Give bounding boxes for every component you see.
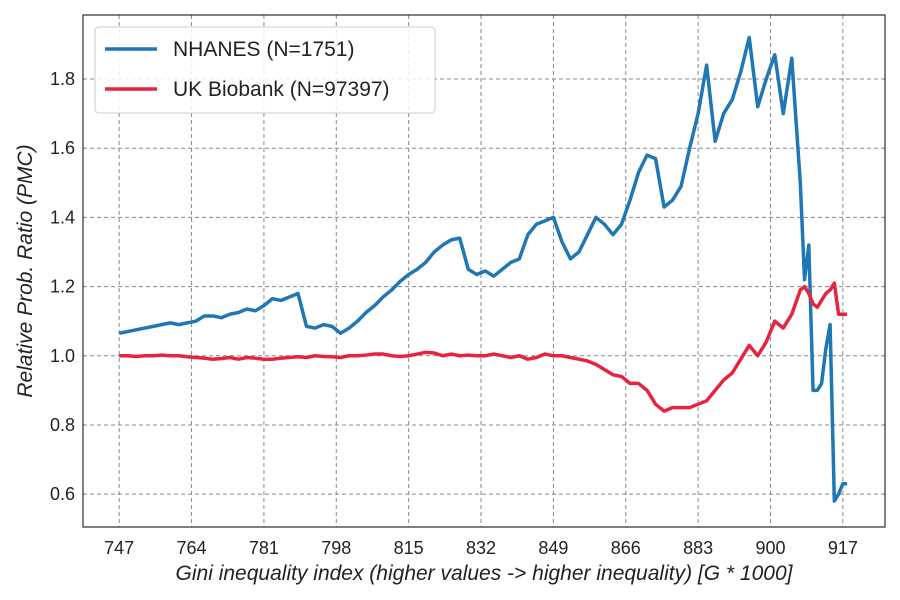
x-tick-label: 849 — [538, 538, 568, 558]
x-tick-label: 798 — [321, 538, 351, 558]
y-tick-label: 1.8 — [50, 69, 75, 89]
x-tick-label: 764 — [177, 538, 207, 558]
legend-label: NHANES (N=1751) — [173, 38, 354, 61]
y-tick-label: 0.6 — [50, 484, 75, 504]
x-tick-label: 781 — [249, 538, 279, 558]
y-tick-label: 0.8 — [50, 415, 75, 435]
line-series — [119, 281, 848, 413]
y-tick-label: 1.6 — [50, 138, 75, 158]
x-axis-label: Gini inequality index (higher values -> … — [176, 562, 794, 585]
plot-frame — [82, 14, 886, 528]
legend-label: UK Biobank (N=97397) — [173, 78, 390, 101]
x-tick-label: 917 — [828, 538, 858, 558]
x-tick-label: 832 — [466, 538, 496, 558]
y-tick-label: 1.4 — [50, 207, 75, 227]
x-tick-label: 747 — [104, 538, 134, 558]
x-tick-label: 900 — [755, 538, 785, 558]
x-tick-label: 866 — [611, 538, 641, 558]
y-tick-label: 1.0 — [50, 346, 75, 366]
legend-box — [94, 26, 436, 114]
y-axis-label: Relative Prob. Ratio (PMC) — [14, 144, 37, 397]
x-tick-label: 815 — [394, 538, 424, 558]
y-tick-label: 1.2 — [50, 277, 75, 297]
x-tick-label: 883 — [683, 538, 713, 558]
line-series — [118, 35, 848, 503]
